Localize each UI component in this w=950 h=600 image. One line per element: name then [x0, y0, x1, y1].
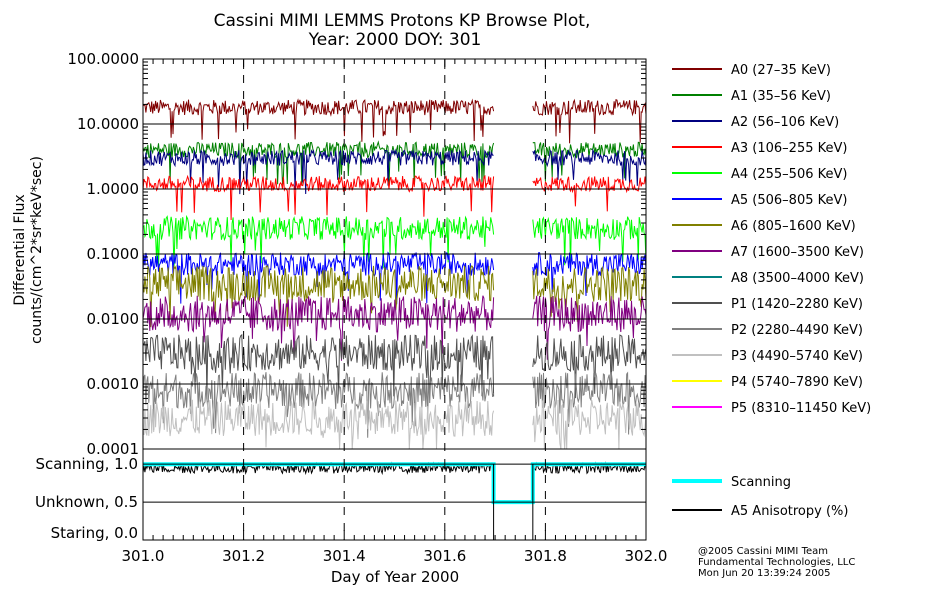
footer-timestamp: Mon Jun 20 13:39:24 2005 [698, 568, 831, 579]
x-tick-label: 301.8 [524, 547, 567, 565]
series-line-9 [142, 333, 647, 400]
lower-y-tick-label: Scanning, 1.0 [35, 455, 138, 473]
x-tick-label: 301.4 [323, 547, 366, 565]
y-tick-label: 0.1000 [87, 245, 140, 263]
legend-label: P3 (4490–5740 KeV) [731, 349, 863, 364]
y-tick-label: 0.0100 [87, 310, 140, 328]
y-tick-label: 1.0000 [87, 180, 140, 198]
legend-label: P1 (1420–2280 KeV) [731, 297, 863, 312]
legend-label: P4 (5740–7890 KeV) [731, 375, 863, 390]
series-line-10 [142, 371, 647, 438]
y-tick-label: 10.0000 [77, 115, 139, 133]
lower-y-tick-label: Staring, 0.0 [51, 524, 138, 542]
series-line-7 [142, 295, 647, 361]
legend-label: A6 (805–1600 KeV) [731, 219, 856, 234]
upper-panel [142, 98, 647, 450]
legend-label: A7 (1600–3500 KeV) [731, 245, 864, 260]
series-line-0 [142, 98, 647, 144]
x-tick-label: 302.0 [625, 547, 668, 565]
x-tick-label: 301.0 [122, 547, 165, 565]
footer-company: Fundamental Technologies, LLC [698, 557, 855, 568]
legend-label: Scanning [731, 475, 791, 490]
legend: A0 (27–35 KeV) A1 (35–56 KeV) A2 (56–106 K… [672, 63, 871, 519]
series-line-5 [142, 251, 647, 305]
legend-label: A3 (106–255 KeV) [731, 141, 847, 156]
y-tick-label: 0.0001 [87, 440, 140, 458]
legend-label: A4 (255–506 KeV) [731, 167, 847, 182]
legend-label: A5 Anisotropy (%) [731, 504, 848, 519]
series-line-4 [142, 214, 647, 269]
legend-label: P2 (2280–4490 KeV) [731, 323, 863, 338]
y-tick-label: 100.0000 [67, 50, 139, 68]
x-tick-label: 301.2 [222, 547, 265, 565]
y-tick-label: 0.0010 [87, 375, 140, 393]
axes: 100.0000 10.0000 1.0000 0.1000 0.0100 0.0010 0… [35, 50, 668, 565]
legend-label: P5 (8310–11450 KeV) [731, 401, 871, 416]
x-axis-label: Day of Year 2000 [331, 568, 459, 586]
legend-label: A2 (56–106 KeV) [731, 115, 839, 130]
lower-panel [142, 461, 647, 505]
series-line-2 [142, 148, 647, 195]
chart-title: Cassini MIMI LEMMS Protons KP Browse Plo… [214, 11, 591, 31]
series-line-11 [142, 399, 647, 450]
legend-label: A0 (27–35 KeV) [731, 63, 831, 78]
footer-copyright: @2005 Cassini MIMI Team [698, 546, 828, 557]
y-axis-label-line2: counts/(cm^2*sr*keV*sec) [29, 156, 45, 344]
lower-y-tick-label: Unknown, 0.5 [35, 493, 138, 511]
series-line-1 [142, 140, 647, 187]
chart-subtitle: Year: 2000 DOY: 301 [308, 30, 482, 50]
x-tick-label: 301.6 [423, 547, 466, 565]
legend-label: A8 (3500–4000 KeV) [731, 271, 864, 286]
legend-label: A1 (35–56 KeV) [731, 89, 831, 104]
y-axis-label-line1: Differential Flux [12, 194, 28, 305]
legend-label: A5 (506–805 KeV) [731, 193, 847, 208]
